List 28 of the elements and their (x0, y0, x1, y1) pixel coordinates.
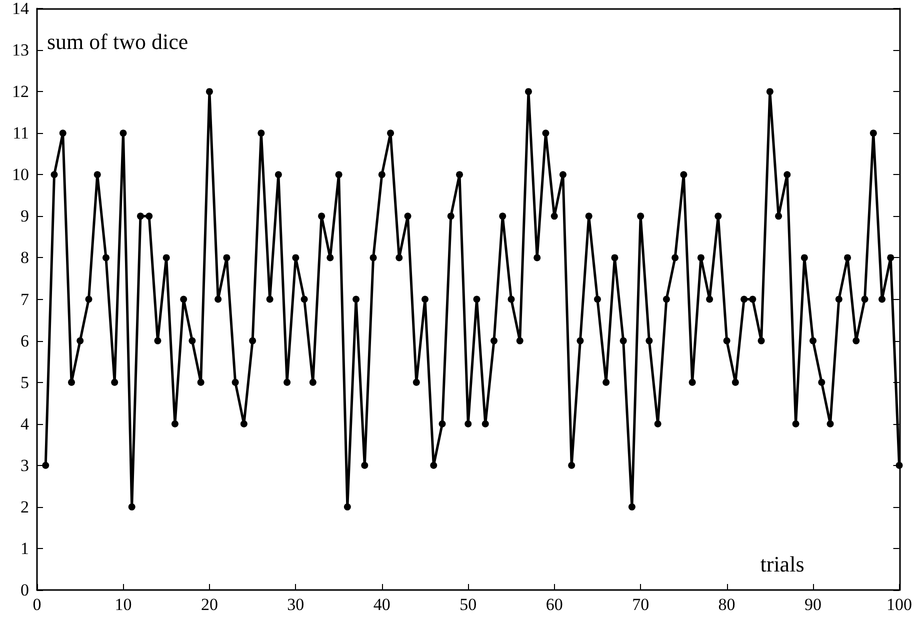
y-tick-label: 13 (12, 40, 29, 60)
x-tick-label: 30 (287, 595, 304, 614)
x-axis-title: trials (760, 552, 804, 576)
y-tick-label: 10 (12, 165, 29, 184)
y-tick-label: 7 (20, 290, 30, 309)
y-tick-label: 3 (20, 456, 29, 475)
y-tick-label: 2 (20, 497, 29, 516)
y-tick-label: 0 (20, 580, 29, 600)
y-tick-label: 8 (20, 248, 29, 268)
y-tick-label: 14 (12, 0, 30, 18)
y-tick-label: 11 (12, 124, 29, 143)
y-tick-label: 12 (12, 82, 29, 102)
x-tick-label: 80 (718, 595, 736, 614)
y-tick-label: 5 (20, 372, 29, 392)
x-tick-label: 60 (546, 595, 563, 614)
x-tick-label: 100 (886, 595, 912, 614)
y-axis-title: sum of two dice (47, 29, 188, 54)
x-tick-label: 40 (373, 595, 390, 614)
x-tick-label: 90 (804, 595, 822, 614)
y-tick-label: 9 (20, 206, 29, 226)
x-tick-label: 70 (632, 595, 650, 614)
y-tick-label: 1 (20, 538, 29, 558)
x-tick-label: 50 (460, 595, 477, 614)
x-tick-label: 10 (114, 595, 132, 614)
x-tick-label: 0 (32, 595, 42, 614)
y-tick-label: 6 (20, 331, 29, 350)
y-tick-label: 4 (20, 414, 30, 434)
x-tick-label: 20 (200, 595, 218, 614)
